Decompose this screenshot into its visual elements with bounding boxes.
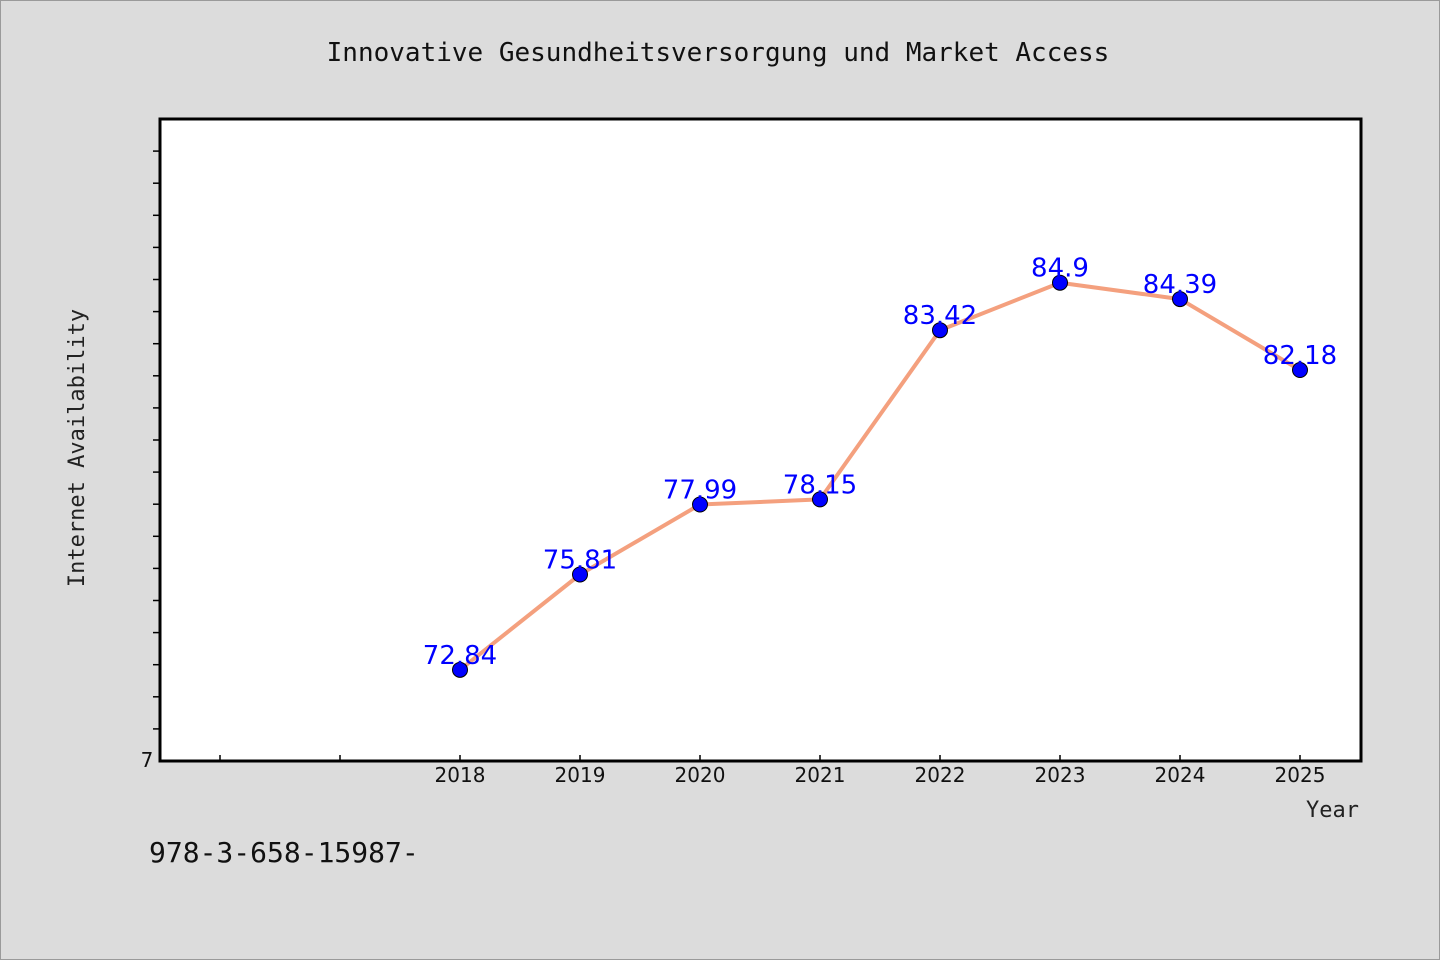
- data-label: 84.9: [1031, 254, 1089, 284]
- x-tick-label: 2022: [915, 763, 966, 787]
- footnote: 978-3-658-15987-: [149, 836, 419, 869]
- data-point: [1052, 274, 1068, 291]
- data-label: 72.84: [423, 641, 497, 671]
- data-label: 77.99: [663, 476, 737, 506]
- x-axis-ticks: [219, 755, 1301, 762]
- x-tick-label: 2019: [555, 763, 606, 787]
- series-markers: [452, 274, 1308, 678]
- data-point: [452, 661, 468, 678]
- data-label: 78.15: [783, 470, 857, 500]
- data-label: 84.39: [1143, 270, 1217, 300]
- x-axis-label: Year: [1306, 798, 1359, 823]
- x-tick-labels: 2018 2019 2020 2021 2022 2023 2024 2025: [435, 763, 1326, 787]
- x-tick-label: 2023: [1035, 763, 1086, 787]
- x-tick-label: 2025: [1275, 763, 1326, 787]
- plot-area: [158, 117, 1363, 763]
- data-point: [1292, 362, 1308, 379]
- y-axis-label: Internet Availability: [65, 309, 90, 587]
- data-point: [1172, 291, 1188, 308]
- data-label: 83.42: [903, 301, 977, 331]
- data-point: [692, 496, 708, 513]
- chart-title: Innovative Gesundheitsversorgung und Mar…: [327, 38, 1110, 68]
- data-point: [572, 566, 588, 583]
- x-tick-label: 2021: [795, 763, 846, 787]
- x-tick-label: 2024: [1155, 763, 1206, 787]
- data-labels: 72.84 75.81 77.99 78.15 83.42 84.9 84.39 82.18: [423, 254, 1337, 671]
- series-line: [458, 280, 1302, 672]
- y-axis-ticks: [153, 150, 159, 730]
- data-label: 82.18: [1263, 341, 1337, 371]
- data-label: 75.81: [543, 545, 617, 575]
- y-tick-label: 7: [141, 748, 154, 772]
- data-point: [812, 491, 828, 508]
- data-point: [932, 322, 948, 339]
- x-tick-label: 2020: [675, 763, 726, 787]
- x-tick-label: 2018: [435, 763, 486, 787]
